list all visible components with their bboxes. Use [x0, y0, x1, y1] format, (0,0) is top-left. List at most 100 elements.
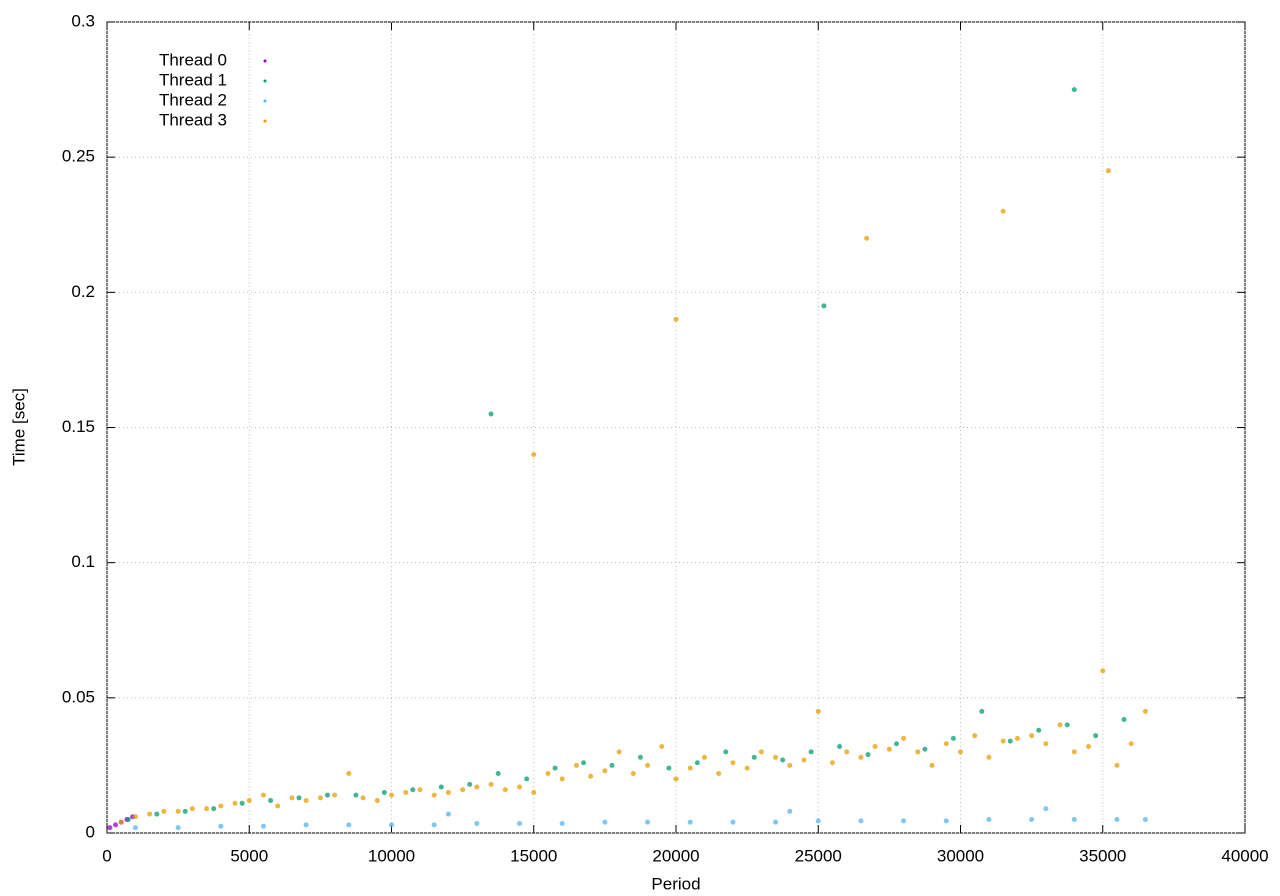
x-tick-label: 20000	[652, 846, 699, 865]
point	[317, 795, 323, 801]
point	[1142, 816, 1148, 822]
point	[125, 816, 131, 822]
y-tick-label: 0	[86, 822, 95, 841]
point	[445, 811, 451, 817]
point	[716, 771, 722, 777]
point	[808, 749, 814, 755]
point	[645, 819, 651, 825]
point	[858, 818, 864, 824]
point	[260, 792, 266, 798]
point	[1057, 722, 1063, 728]
y-tick-label: 0.1	[71, 552, 95, 571]
point	[1043, 741, 1049, 747]
point	[154, 811, 160, 817]
point	[381, 789, 387, 795]
x-tick-label: 5000	[230, 846, 268, 865]
point	[1100, 668, 1106, 674]
point	[332, 792, 338, 798]
point	[346, 771, 352, 777]
point	[175, 808, 181, 814]
point	[360, 795, 366, 801]
point	[986, 754, 992, 760]
point	[901, 818, 907, 824]
point	[780, 757, 786, 763]
point	[979, 708, 985, 714]
y-axis-label: Time [sec]	[9, 388, 28, 466]
point	[602, 768, 608, 774]
point	[872, 743, 878, 749]
point	[986, 816, 992, 822]
point	[673, 776, 679, 782]
point	[218, 803, 224, 809]
point	[1071, 816, 1077, 822]
point	[1086, 743, 1092, 749]
x-tick-label: 10000	[368, 846, 415, 865]
point	[893, 741, 899, 747]
point	[801, 757, 807, 763]
y-tick-label: 0.15	[62, 417, 95, 436]
point	[1128, 741, 1134, 747]
point	[858, 754, 864, 760]
x-axis-label: Period	[651, 874, 700, 893]
point	[502, 787, 508, 793]
point	[901, 735, 907, 741]
point	[410, 787, 416, 793]
point	[865, 752, 871, 758]
point	[694, 760, 700, 766]
point	[132, 825, 138, 831]
point	[289, 795, 295, 801]
point	[1142, 708, 1148, 714]
point	[687, 765, 693, 771]
point	[666, 765, 672, 771]
legend-label: Thread 2	[159, 90, 227, 109]
point	[1000, 208, 1006, 214]
point	[246, 798, 252, 804]
point	[821, 303, 827, 309]
point	[1114, 762, 1120, 768]
y-tick-label: 0.25	[62, 147, 95, 166]
point	[1014, 735, 1020, 741]
point	[239, 800, 245, 806]
point	[773, 754, 779, 760]
point	[886, 746, 892, 752]
point	[275, 803, 281, 809]
point	[1121, 716, 1127, 722]
legend-marker	[263, 99, 267, 103]
point	[1071, 87, 1077, 93]
point	[374, 798, 380, 804]
x-tick-label: 40000	[1221, 846, 1268, 865]
point	[495, 771, 501, 777]
point	[730, 819, 736, 825]
point	[915, 749, 921, 755]
point	[1114, 816, 1120, 822]
point	[730, 760, 736, 766]
point	[389, 822, 394, 828]
point	[182, 808, 188, 814]
point	[950, 735, 956, 741]
point	[474, 784, 480, 790]
point	[1029, 733, 1035, 739]
point	[1000, 738, 1006, 744]
point	[837, 743, 843, 749]
point	[260, 823, 266, 829]
x-tick-label: 15000	[510, 846, 557, 865]
point	[517, 784, 523, 790]
point	[1043, 806, 1049, 812]
point	[1064, 722, 1070, 728]
point	[943, 741, 949, 747]
point	[132, 814, 138, 820]
point	[588, 773, 594, 779]
point	[531, 789, 537, 795]
point	[552, 765, 558, 771]
point	[815, 708, 821, 714]
point	[559, 776, 565, 782]
point	[438, 784, 444, 790]
point	[673, 316, 679, 322]
point	[1029, 816, 1035, 822]
point	[1036, 727, 1042, 733]
point	[488, 781, 494, 787]
legend-label: Thread 3	[159, 110, 227, 129]
point	[1093, 733, 1099, 739]
point	[232, 800, 238, 806]
point	[296, 795, 302, 801]
